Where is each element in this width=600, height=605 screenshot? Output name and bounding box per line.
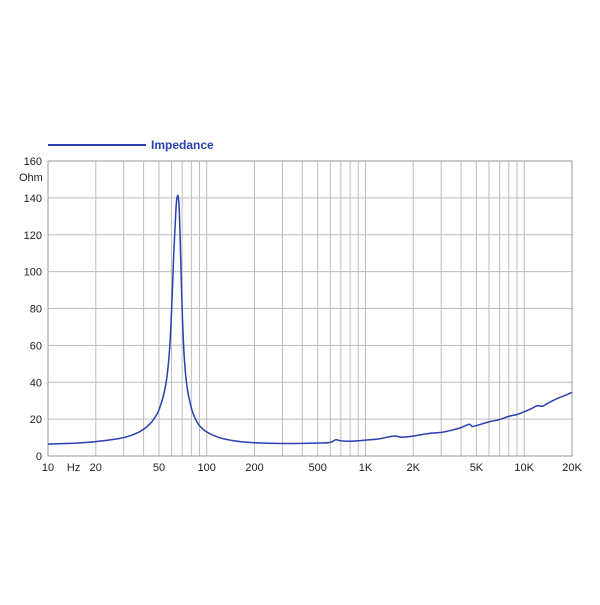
- x-tick-label: 100: [198, 462, 216, 474]
- x-tick-label: 200: [245, 462, 263, 474]
- y-tick-label: 20: [30, 414, 42, 426]
- series-line-impedance: [47, 194, 573, 445]
- grid: [47, 160, 573, 457]
- x-tick-label: 5K: [470, 462, 484, 474]
- x-tick-label: 10: [42, 462, 54, 474]
- y-tick-label: 140: [24, 193, 42, 205]
- y-tick-label: 120: [24, 230, 42, 242]
- axes: 0 20 40 60 80 100 120 140 160 10 20 50 100 200 500 1K 2K…: [19, 156, 582, 474]
- y-tick-label: 0: [36, 451, 42, 463]
- x-tick-label: 50: [153, 462, 165, 474]
- y-tick-label: 100: [24, 267, 42, 279]
- plot-frame: [47, 160, 573, 457]
- x-tick-label: 10K: [514, 462, 534, 474]
- legend: Impedance: [48, 138, 214, 152]
- y-tick-label: 160: [24, 156, 42, 168]
- x-tick-label: 500: [309, 462, 327, 474]
- y-tick-label: 60: [30, 340, 42, 352]
- y-tick-label: 40: [30, 377, 42, 389]
- series-layer: [47, 194, 573, 445]
- legend-label: Impedance: [151, 138, 214, 152]
- y-axis-label: Ohm: [19, 172, 43, 184]
- x-tick-label: 20K: [562, 462, 582, 474]
- x-axis-label: Hz: [67, 462, 80, 474]
- x-tick-label: 20: [90, 462, 102, 474]
- x-tick-label: 1K: [359, 462, 373, 474]
- x-tick-label: 2K: [407, 462, 421, 474]
- y-tick-label: 80: [30, 304, 42, 316]
